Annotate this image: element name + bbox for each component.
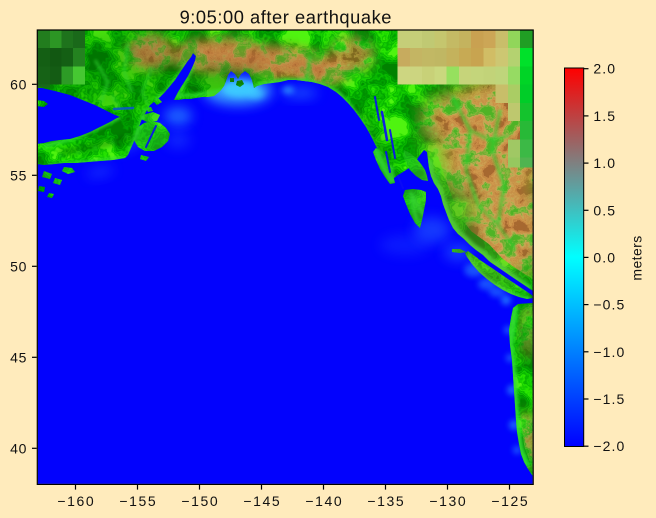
svg-text:−135: −135	[367, 493, 405, 509]
svg-text:−150: −150	[181, 493, 219, 509]
svg-text:−1.5: −1.5	[593, 391, 625, 407]
svg-text:1.0: 1.0	[593, 155, 616, 171]
svg-text:−140: −140	[305, 493, 343, 509]
svg-text:−1.0: −1.0	[593, 344, 625, 360]
svg-text:2.0: 2.0	[593, 61, 616, 77]
svg-text:50: 50	[10, 258, 27, 274]
svg-text:−130: −130	[429, 493, 467, 509]
svg-text:−125: −125	[491, 493, 529, 509]
svg-text:55: 55	[10, 167, 27, 183]
svg-text:9:05:00 after earthquake: 9:05:00 after earthquake	[180, 6, 392, 27]
svg-text:0.0: 0.0	[593, 249, 616, 265]
svg-text:40: 40	[10, 440, 27, 456]
svg-text:−155: −155	[119, 493, 157, 509]
svg-text:−2.0: −2.0	[593, 438, 625, 454]
svg-text:1.5: 1.5	[593, 108, 616, 124]
svg-text:−0.5: −0.5	[593, 297, 625, 313]
svg-text:−160: −160	[57, 493, 95, 509]
svg-text:60: 60	[10, 76, 27, 92]
svg-text:meters: meters	[629, 235, 645, 280]
svg-text:45: 45	[10, 349, 27, 365]
svg-text:0.5: 0.5	[593, 202, 616, 218]
svg-text:−145: −145	[243, 493, 281, 509]
